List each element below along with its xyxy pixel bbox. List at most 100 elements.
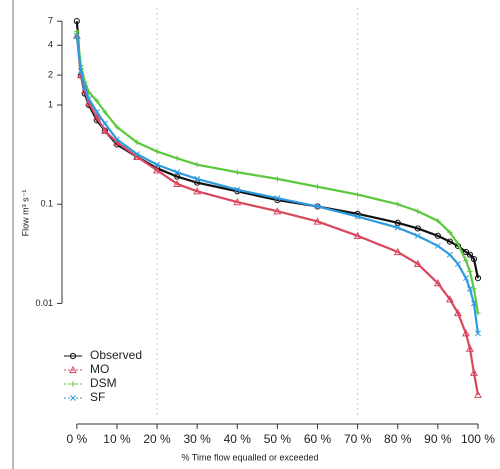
x-tick-label: 80 % — [384, 432, 412, 446]
point — [193, 187, 202, 195]
point — [314, 203, 321, 210]
point — [233, 197, 242, 206]
point — [133, 152, 141, 160]
legend-label: Observed — [90, 348, 142, 362]
point — [153, 166, 162, 174]
legend-marker — [70, 395, 76, 401]
point — [85, 96, 92, 102]
y-tick-label: 2 — [48, 70, 53, 80]
y-tick-label: 7 — [48, 16, 53, 26]
point — [102, 109, 108, 115]
point — [434, 242, 441, 249]
point — [100, 126, 109, 134]
point — [466, 285, 473, 292]
y-tick-label: 0.1 — [40, 199, 53, 209]
point — [313, 217, 322, 225]
x-tick-label: 0 % — [66, 432, 87, 446]
point — [273, 207, 282, 215]
point — [274, 176, 281, 182]
x-tick-label: 50 % — [264, 432, 292, 446]
point — [470, 368, 478, 376]
x-tick-label: 90 % — [424, 432, 452, 446]
point — [466, 251, 474, 258]
point — [445, 295, 454, 303]
legend-marker — [69, 352, 77, 360]
point — [467, 268, 473, 275]
legend-marker — [70, 381, 76, 387]
legend-marker — [69, 365, 77, 374]
point — [77, 68, 84, 74]
x-tick-label: 70 % — [344, 432, 372, 446]
point — [194, 175, 201, 182]
point — [461, 329, 470, 337]
point — [73, 18, 80, 25]
point — [134, 151, 140, 158]
point — [314, 184, 321, 190]
x-axis-label: % Time flow equalled or exceeded — [181, 452, 318, 462]
x-tick-label: 20 % — [143, 432, 171, 446]
point — [453, 308, 462, 317]
point — [113, 136, 120, 143]
point — [92, 113, 101, 121]
point — [455, 241, 461, 247]
series-line — [75, 35, 480, 395]
point — [234, 186, 241, 193]
point — [81, 84, 88, 91]
point — [73, 32, 80, 39]
point — [474, 274, 482, 282]
point — [446, 251, 453, 258]
point — [471, 286, 477, 292]
point — [434, 232, 441, 239]
series-line — [75, 21, 480, 279]
y-tick-label: 0.01 — [35, 298, 53, 308]
point — [446, 238, 453, 245]
point — [474, 390, 482, 398]
point — [393, 247, 402, 256]
point — [173, 179, 182, 188]
legend-label: DSM — [90, 376, 117, 390]
point — [462, 275, 469, 282]
point — [94, 98, 100, 104]
point — [355, 191, 361, 198]
series-line — [75, 31, 480, 314]
point — [415, 208, 421, 214]
point — [465, 344, 474, 352]
point — [414, 225, 421, 232]
point — [394, 224, 401, 231]
x-tick-label: 40 % — [224, 432, 252, 446]
point — [234, 169, 240, 175]
point — [414, 232, 421, 239]
point — [433, 279, 442, 287]
point — [194, 179, 201, 186]
point — [174, 169, 181, 176]
point — [463, 258, 469, 264]
point — [394, 219, 401, 226]
legend-label: SF — [90, 390, 105, 404]
point — [113, 138, 121, 146]
y-tick-label: 4 — [48, 40, 53, 50]
y-tick-label: 1 — [48, 99, 53, 109]
y-axis-label: Flow m³ s⁻¹ — [20, 190, 30, 237]
point — [353, 231, 362, 239]
point — [470, 300, 477, 307]
point — [194, 162, 200, 168]
point — [134, 139, 140, 145]
point — [174, 173, 181, 180]
point — [447, 229, 453, 235]
point — [154, 148, 160, 155]
x-tick-label: 10 % — [103, 432, 131, 446]
point — [93, 109, 100, 115]
x-tick-label: 100 % — [461, 432, 495, 446]
point — [74, 28, 80, 35]
point — [454, 260, 461, 267]
point — [470, 255, 478, 263]
series-line — [75, 35, 480, 334]
point — [101, 120, 108, 127]
point — [413, 259, 422, 268]
point — [274, 195, 281, 202]
point — [114, 124, 120, 130]
point — [475, 330, 481, 337]
point — [174, 155, 180, 161]
point — [395, 201, 401, 207]
point — [435, 218, 441, 224]
